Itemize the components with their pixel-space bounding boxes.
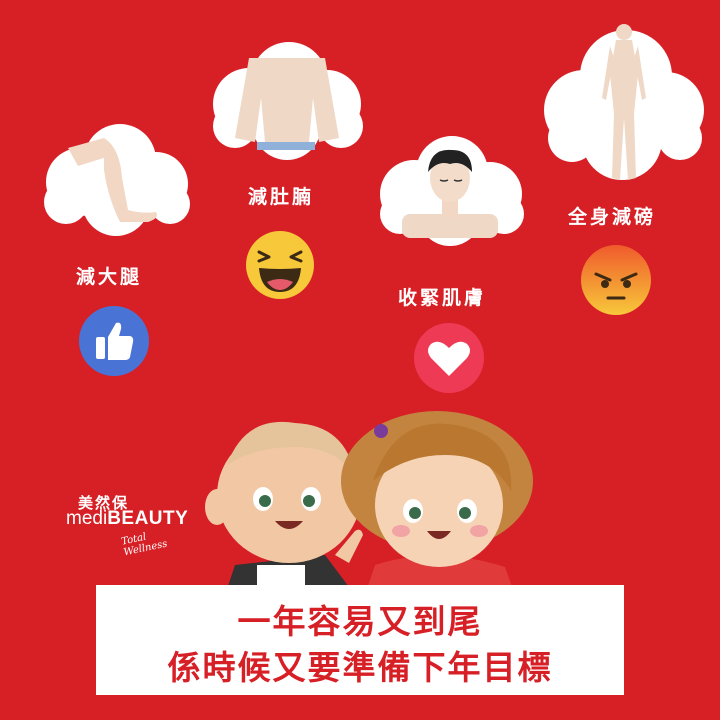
angry-emoji-icon [581, 245, 651, 315]
cloud-skin [380, 136, 524, 246]
leg-illustration [68, 138, 157, 222]
cloud-full-body [544, 24, 704, 180]
heart-icon [414, 323, 484, 393]
body-figure-illustration [602, 24, 646, 180]
thumbs-up-icon [79, 306, 149, 376]
headline-line-2: 係時候又要準備下年目標 [167, 648, 553, 687]
label-full-body-weight-loss: 全身減磅 [568, 206, 657, 228]
portrait-illustration [402, 149, 498, 238]
cloud-belly [213, 42, 363, 160]
logo-chinese-name: 美然保 [78, 494, 130, 512]
laughing-emoji-icon [246, 231, 314, 299]
kids-illustration [205, 411, 533, 595]
label-reduce-belly: 減肚腩 [248, 186, 315, 208]
medibeauty-logo: 美然保 mediBEAUTY Total Wellness [66, 492, 189, 558]
headline-line-1: 一年容易又到尾 [237, 602, 483, 641]
torso-illustration [235, 58, 339, 150]
logo-english-name: mediBEAUTY [66, 508, 189, 529]
label-firm-skin: 收緊肌膚 [398, 287, 487, 309]
label-reduce-thighs: 減大腿 [76, 266, 143, 288]
girl-illustration [341, 411, 533, 595]
cloud-thighs [44, 124, 190, 236]
boy-illustration [205, 421, 363, 595]
headline-banner: 一年容易又到尾 係時候又要準備下年目標 [96, 585, 624, 695]
